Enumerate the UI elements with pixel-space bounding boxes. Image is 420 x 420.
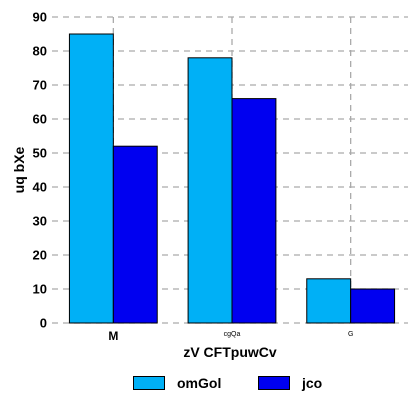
bars: [68, 33, 396, 324]
x-tick-label: G: [348, 331, 353, 338]
y-tick-label: 40: [33, 180, 47, 195]
y-tick-label: 60: [33, 112, 47, 127]
bar-2-3: [350, 288, 396, 324]
y-tick-label: 50: [33, 146, 47, 161]
y-tick-label: 70: [33, 78, 47, 93]
legend-swatch-series-2: [258, 376, 290, 390]
x-axis-label: zV CFTpuwCv: [183, 344, 277, 360]
legend-label-series-2: jco: [302, 375, 323, 391]
y-tick-labels: 0 10 20 30 40 50 60 70 80 90: [33, 10, 47, 331]
legend-item-series-1: omGol: [133, 370, 221, 396]
bar-2-1: [112, 145, 158, 324]
y-tick-label: 0: [40, 316, 47, 331]
legend-item-series-2: jco: [258, 370, 322, 396]
y-tick-label: 90: [33, 10, 47, 25]
bar-1-2: [187, 57, 233, 324]
y-tick-label: 20: [33, 248, 47, 263]
x-tick-label: M: [108, 329, 118, 343]
y-tick-label: 30: [33, 214, 47, 229]
x-tick-label: cgQa: [224, 331, 241, 338]
legend: omGol jco: [0, 370, 420, 396]
bar-2-2: [231, 98, 277, 324]
bar-1-1: [68, 33, 114, 324]
y-tick-label: 80: [33, 44, 47, 59]
bar-1-3: [306, 278, 352, 324]
legend-swatch-series-1: [133, 376, 165, 390]
y-axis-label: uq bXe: [11, 146, 27, 193]
legend-label-series-1: omGol: [177, 375, 222, 391]
y-tick-label: 10: [33, 282, 47, 297]
